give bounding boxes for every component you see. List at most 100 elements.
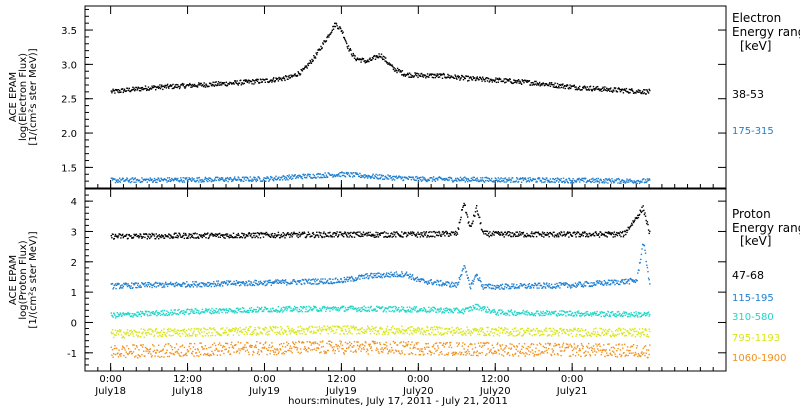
data-point	[590, 235, 592, 237]
data-point	[159, 334, 161, 336]
data-point	[433, 230, 435, 233]
data-point	[570, 310, 572, 313]
data-point	[649, 283, 651, 285]
data-point	[137, 179, 139, 181]
data-point	[543, 314, 545, 316]
data-point	[284, 179, 287, 181]
data-point	[584, 87, 586, 89]
data-point	[404, 73, 406, 76]
data-point	[183, 179, 185, 182]
data-point	[488, 236, 490, 238]
data-point	[169, 85, 171, 87]
data-point	[181, 333, 184, 335]
data-point	[545, 313, 547, 315]
data-point	[527, 283, 529, 286]
data-point	[461, 209, 463, 211]
data-point	[175, 284, 177, 286]
data-point	[444, 283, 447, 285]
data-point	[356, 57, 359, 59]
data-point	[544, 314, 546, 317]
data-point	[307, 231, 310, 233]
data-point	[349, 175, 351, 178]
data-point	[252, 179, 254, 181]
data-point	[269, 279, 271, 281]
data-point	[193, 237, 195, 239]
data-point	[248, 180, 250, 182]
data-point	[523, 178, 526, 180]
data-point	[596, 179, 598, 182]
data-point	[214, 81, 216, 84]
data-point	[228, 280, 230, 282]
data-point	[408, 72, 411, 74]
data-point	[286, 233, 288, 235]
data-point	[623, 181, 626, 183]
data-point	[299, 306, 302, 308]
data-point	[619, 180, 622, 183]
data-point	[504, 82, 506, 84]
data-point	[126, 177, 128, 179]
data-point	[267, 308, 269, 310]
data-point	[396, 310, 398, 312]
data-point	[512, 82, 514, 84]
data-point	[240, 236, 242, 238]
data-point	[583, 283, 585, 285]
data-point	[591, 178, 593, 180]
data-point	[253, 332, 255, 334]
data-point	[186, 177, 188, 179]
data-point	[427, 280, 429, 282]
data-point	[148, 328, 150, 330]
data-point	[506, 232, 508, 234]
data-point	[395, 236, 397, 238]
legend-entry: 310-580	[732, 312, 774, 323]
data-point	[237, 176, 239, 178]
data-point	[592, 312, 594, 314]
data-point	[276, 282, 278, 284]
data-point	[182, 312, 184, 314]
data-point	[147, 236, 150, 238]
data-point	[308, 233, 311, 235]
data-point	[426, 180, 429, 182]
data-point	[272, 281, 274, 283]
data-point	[434, 236, 436, 238]
data-point	[243, 178, 245, 180]
data-point	[606, 236, 608, 238]
data-point	[648, 232, 650, 235]
data-point	[596, 282, 598, 284]
data-point	[192, 312, 195, 314]
data-point	[637, 216, 640, 219]
data-point	[528, 80, 531, 82]
data-point	[243, 328, 245, 331]
data-point	[380, 53, 383, 55]
data-point	[484, 230, 486, 232]
data-point	[460, 77, 462, 79]
data-point	[617, 88, 619, 90]
data-point	[123, 282, 125, 285]
data-point	[259, 232, 261, 235]
data-point	[641, 181, 643, 183]
data-point	[317, 309, 319, 311]
data-point	[389, 235, 392, 237]
data-point	[313, 174, 316, 177]
data-point	[257, 78, 259, 81]
data-point	[193, 310, 195, 312]
data-point	[232, 232, 235, 234]
data-point	[546, 179, 549, 181]
data-point	[523, 312, 526, 315]
data-point	[458, 75, 460, 78]
data-point	[599, 311, 601, 313]
data-point	[207, 178, 210, 181]
data-point	[135, 181, 137, 183]
data-point	[209, 327, 211, 330]
data-point	[468, 310, 470, 312]
data-point	[608, 178, 610, 180]
data-point	[571, 235, 574, 237]
data-point	[247, 329, 249, 331]
data-point	[402, 306, 405, 309]
data-point	[133, 87, 135, 89]
data-point	[470, 225, 472, 227]
data-point	[387, 178, 390, 180]
data-point	[632, 220, 634, 222]
data-point	[637, 91, 639, 93]
data-point	[351, 236, 353, 238]
data-point	[592, 179, 595, 181]
